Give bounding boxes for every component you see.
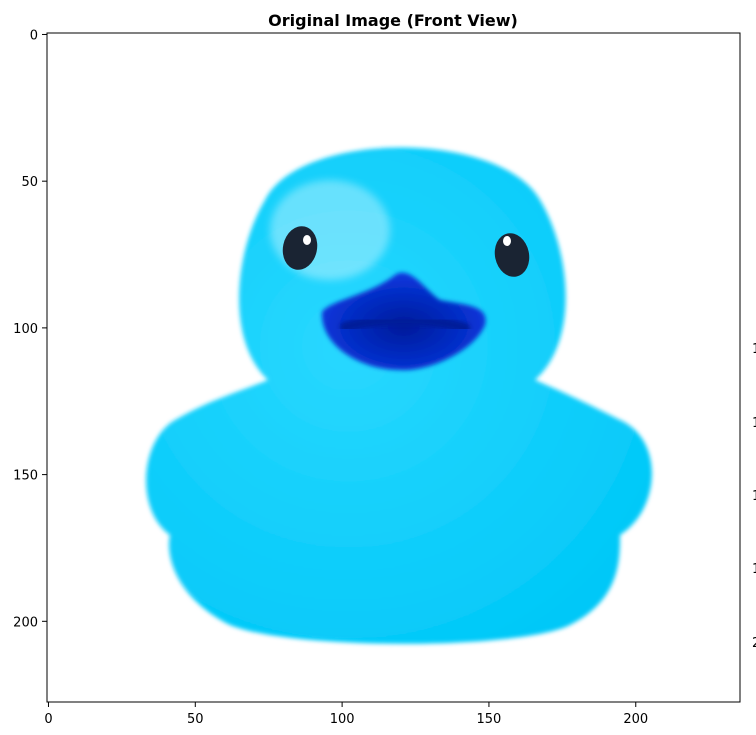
- right-eye: [494, 233, 530, 277]
- y-tick-label: 200: [13, 615, 38, 630]
- y-tick-label: 150: [13, 469, 38, 484]
- edge-tick-glyph: 1: [752, 416, 756, 431]
- edge-tick-glyph: 1: [752, 562, 756, 577]
- chart-title: Original Image (Front View): [268, 11, 518, 30]
- image-plot-area: [46, 32, 741, 703]
- y-tick-label: 50: [21, 175, 38, 190]
- edge-tick-glyph: 1: [752, 489, 756, 504]
- beak-mouth-line: [340, 315, 470, 333]
- edge-tick-glyph: 1: [752, 342, 756, 357]
- rubber-duck-image: [146, 147, 652, 644]
- x-tick-label: 150: [477, 712, 502, 727]
- left-eye-shine: [303, 235, 311, 245]
- x-tick-label: 0: [44, 712, 52, 727]
- right-eye-shine: [503, 236, 511, 246]
- right-edge-tick-labels: 1 1 1 1 2: [752, 342, 756, 651]
- x-axis: 0 50 100 150 200: [44, 702, 648, 727]
- axes-frame: [46, 32, 741, 703]
- x-tick-label: 200: [623, 712, 648, 727]
- y-axis: 0 50 100 150 200: [13, 28, 47, 630]
- y-tick-label: 100: [13, 322, 38, 337]
- x-tick-label: 100: [330, 712, 355, 727]
- duck-body: [146, 147, 652, 644]
- x-tick-label: 50: [187, 712, 204, 727]
- y-tick-label: 0: [30, 28, 38, 43]
- edge-tick-glyph: 2: [752, 636, 756, 651]
